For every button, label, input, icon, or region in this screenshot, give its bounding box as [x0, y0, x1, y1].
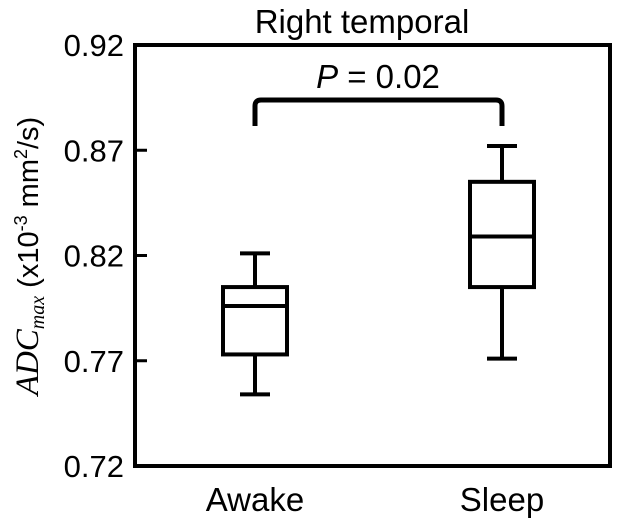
- iqr-box: [468, 179, 536, 290]
- y-tick-label: 0.92: [64, 28, 124, 63]
- y-axis-label: ADCmax (x10-3 mm2/s): [10, 117, 49, 397]
- y-tick-label: 0.72: [64, 449, 124, 484]
- y-tick-label: 0.77: [64, 344, 124, 379]
- box-sleep: [468, 144, 536, 361]
- p-value-label: P = 0.02: [316, 58, 440, 95]
- y-tick-label: 0.87: [64, 133, 124, 168]
- y-tick-label: 0.82: [64, 239, 124, 274]
- significance-annotation: P = 0.02: [252, 58, 505, 126]
- significance-bracket: [252, 97, 505, 126]
- box-awake: [221, 251, 289, 397]
- iqr-box: [221, 285, 289, 357]
- x-tick-label: Sleep: [460, 481, 544, 518]
- plot-frame: [133, 43, 612, 468]
- x-tick-label: Awake: [206, 481, 304, 518]
- chart-title: Right temporal: [255, 3, 470, 40]
